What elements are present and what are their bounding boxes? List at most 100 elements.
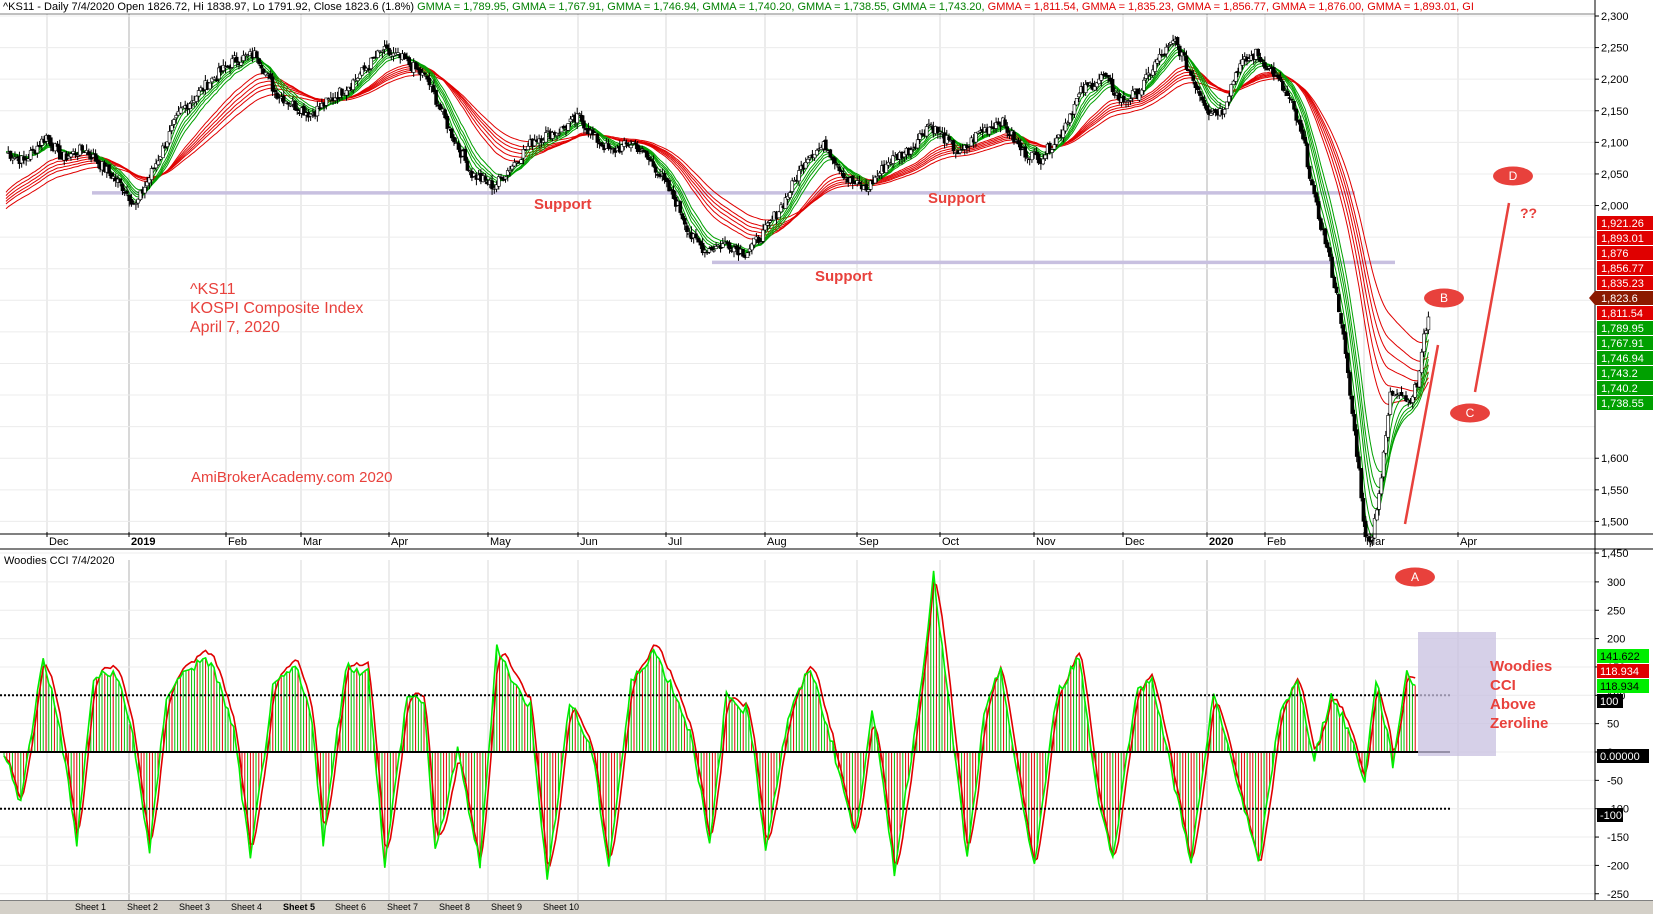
candle-body bbox=[156, 160, 161, 166]
price-label: 1,743.2 bbox=[1601, 368, 1638, 380]
candle-body bbox=[526, 146, 530, 150]
support-label-1: Support bbox=[534, 196, 592, 213]
candle-body bbox=[154, 163, 158, 169]
candle-body bbox=[1377, 493, 1381, 510]
x-tick-label: Apr bbox=[1460, 536, 1477, 548]
candle-body bbox=[875, 175, 880, 179]
candle-body bbox=[1319, 218, 1323, 230]
candle-body bbox=[234, 56, 239, 63]
candle-body bbox=[1139, 89, 1144, 96]
candle-body bbox=[788, 192, 792, 198]
candle-body bbox=[1077, 93, 1081, 98]
sheet-tab[interactable]: Sheet 7 bbox=[387, 902, 419, 912]
candle-body bbox=[832, 157, 837, 164]
candle-body bbox=[1065, 122, 1070, 125]
candle-body bbox=[1092, 86, 1097, 91]
sheet-tab[interactable]: Sheet 10 bbox=[543, 902, 580, 912]
candle-body bbox=[557, 133, 562, 135]
candle-body bbox=[812, 153, 817, 159]
x-tick-label: Aug bbox=[767, 536, 787, 548]
candle-body bbox=[275, 92, 279, 99]
candle-body bbox=[857, 181, 862, 185]
candle-body bbox=[595, 133, 600, 143]
candle-body bbox=[929, 124, 933, 127]
candle-body bbox=[841, 172, 846, 179]
candle-body bbox=[1278, 76, 1283, 81]
candle-body bbox=[550, 132, 555, 139]
y-tick-label: 2,150 bbox=[1601, 106, 1629, 118]
candle-body bbox=[138, 190, 143, 200]
candle-body bbox=[1361, 498, 1366, 522]
cci-value-label: 118.934 bbox=[1600, 681, 1639, 693]
candle-body bbox=[664, 177, 669, 183]
candle-body bbox=[1068, 113, 1072, 123]
candle-body bbox=[1285, 90, 1290, 96]
candle-body bbox=[1130, 90, 1135, 99]
candle-body bbox=[958, 150, 963, 154]
marker-b-bubble bbox=[1424, 288, 1464, 308]
candle-body bbox=[1110, 79, 1115, 93]
y-tick-label: -200 bbox=[1607, 860, 1629, 872]
candle-body bbox=[73, 152, 78, 156]
marker-b-label: B bbox=[1440, 291, 1448, 305]
candle-body bbox=[1354, 429, 1359, 457]
candle-body bbox=[1357, 456, 1361, 469]
sheet-tab[interactable]: Sheet 1 bbox=[75, 902, 107, 912]
candle-body bbox=[1386, 415, 1390, 438]
candle-body bbox=[866, 189, 871, 192]
sheet-tab[interactable]: Sheet 8 bbox=[439, 902, 471, 912]
candle-body bbox=[1233, 72, 1238, 82]
candle-body bbox=[696, 238, 700, 243]
candle-body bbox=[707, 248, 712, 253]
gmma-short-line bbox=[5, 54, 1429, 473]
sheet-tab[interactable]: Sheet 3 bbox=[179, 902, 211, 912]
title-segment: GMMA = 1,835.23, bbox=[1081, 1, 1177, 13]
candle-body bbox=[53, 143, 58, 152]
sheet-tab[interactable]: Sheet 6 bbox=[335, 902, 367, 912]
candle-body bbox=[1225, 101, 1229, 110]
sheet-tab[interactable]: Sheet 9 bbox=[491, 902, 523, 912]
candle-body bbox=[790, 180, 795, 192]
marker-c-label: C bbox=[1466, 406, 1475, 420]
x-tick-label: Feb bbox=[1267, 536, 1286, 548]
candle-body bbox=[1240, 59, 1245, 66]
candle-body bbox=[268, 73, 273, 79]
candle-body bbox=[1018, 142, 1023, 151]
sheet-tab[interactable]: Sheet 2 bbox=[127, 902, 159, 912]
candle-body bbox=[877, 172, 882, 176]
x-tick-label: Dec bbox=[49, 536, 69, 548]
candle-body bbox=[508, 170, 512, 173]
candle-body bbox=[653, 166, 658, 173]
price-label-bg bbox=[1597, 321, 1653, 335]
candle-body bbox=[109, 172, 114, 179]
price-label: 1,740.2 bbox=[1601, 383, 1638, 395]
candle-body bbox=[272, 90, 277, 93]
candle-body bbox=[671, 189, 676, 199]
sheet-tab[interactable]: Sheet 4 bbox=[231, 902, 263, 912]
candle-body bbox=[1099, 74, 1104, 81]
candle-body bbox=[600, 142, 604, 147]
sheet-tab[interactable]: Sheet 5 bbox=[283, 902, 316, 912]
candle-body bbox=[936, 126, 940, 133]
candle-body bbox=[797, 170, 801, 182]
candle-body bbox=[1265, 68, 1269, 71]
candle-body bbox=[700, 242, 705, 254]
candle-body bbox=[1375, 509, 1379, 521]
candle-body bbox=[1424, 330, 1428, 334]
candle-body bbox=[387, 48, 391, 55]
candle-body bbox=[210, 77, 214, 83]
candle-body bbox=[1363, 520, 1368, 538]
y-tick-label: 250 bbox=[1607, 605, 1625, 617]
candle-body bbox=[432, 85, 436, 93]
trend-line bbox=[1473, 202, 1511, 393]
candle-body bbox=[447, 127, 452, 130]
x-tick-label: Mar bbox=[1366, 536, 1385, 548]
x-tick-label: Apr bbox=[391, 536, 408, 548]
candle-body bbox=[1390, 390, 1395, 396]
candle-body bbox=[360, 67, 364, 76]
candle-body bbox=[1298, 120, 1303, 132]
candle-body bbox=[380, 50, 385, 53]
candle-body bbox=[145, 181, 149, 187]
candle-body bbox=[1341, 324, 1346, 335]
candle-body bbox=[1054, 137, 1059, 145]
